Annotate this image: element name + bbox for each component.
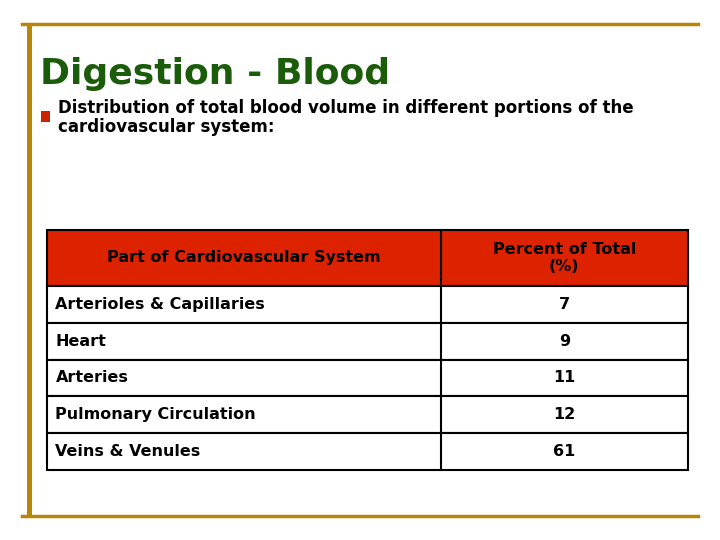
Text: Heart: Heart	[55, 334, 107, 349]
Bar	[47, 286, 688, 323]
Bar	[47, 323, 688, 360]
Bar	[27, 24, 32, 516]
Text: 9: 9	[559, 334, 570, 349]
Text: cardiovascular system:: cardiovascular system:	[58, 118, 274, 136]
Text: Percent of Total
(%): Percent of Total (%)	[492, 242, 636, 274]
Bar	[41, 111, 50, 122]
Text: Pulmonary Circulation: Pulmonary Circulation	[55, 407, 256, 422]
Text: 61: 61	[553, 444, 575, 459]
Text: 11: 11	[553, 370, 575, 386]
Text: Arterioles & Capillaries: Arterioles & Capillaries	[55, 297, 265, 312]
Text: Distribution of total blood volume in different portions of the: Distribution of total blood volume in di…	[58, 99, 633, 117]
Text: Digestion - Blood: Digestion - Blood	[40, 57, 390, 91]
Bar	[47, 396, 688, 433]
Bar	[47, 230, 688, 286]
Text: Part of Cardiovascular System: Part of Cardiovascular System	[107, 251, 381, 265]
Text: Veins & Venules: Veins & Venules	[55, 444, 201, 459]
Text: 12: 12	[553, 407, 575, 422]
Text: 7: 7	[559, 297, 570, 312]
Bar	[47, 360, 688, 396]
Bar	[47, 433, 688, 470]
Text: Arteries: Arteries	[55, 370, 128, 386]
